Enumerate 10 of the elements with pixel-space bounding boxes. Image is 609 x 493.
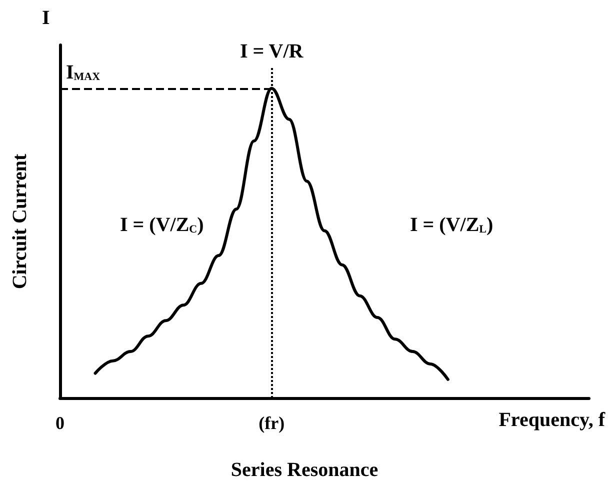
x-axis-title: Frequency, f <box>498 409 606 431</box>
text: Series Resonance <box>230 459 378 481</box>
annotation: I = (V/ZL) <box>410 214 494 236</box>
annotation: I = (V/ZC) <box>120 214 204 236</box>
text: I <box>42 7 50 29</box>
x-tick-label: (fr) <box>258 413 285 433</box>
ref-line-label: I = V/R <box>240 40 304 63</box>
x-tick-label: 0 <box>56 413 64 433</box>
y-axis-title: Circuit Current <box>9 153 31 290</box>
ref-line-label: IMAX <box>66 61 100 84</box>
